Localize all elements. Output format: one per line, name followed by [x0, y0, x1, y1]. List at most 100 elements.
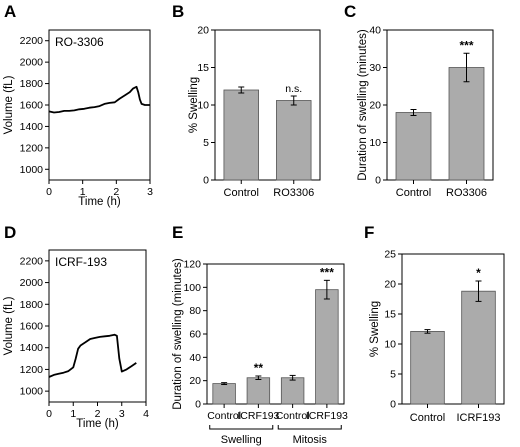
bar — [276, 100, 312, 181]
bar — [223, 89, 259, 181]
x-axis-label: Time (h) — [76, 418, 119, 430]
y-tick-label: 2200 — [20, 35, 44, 47]
y-tick-label: 1800 — [20, 299, 44, 311]
bar — [212, 383, 236, 405]
y-axis-label: % Swelling — [188, 77, 200, 133]
y-tick-label: 20 — [189, 375, 201, 387]
group-label: Swelling — [221, 434, 262, 446]
y-tick-label: 30 — [369, 62, 381, 74]
y-tick-label: 10 — [384, 339, 396, 351]
x-tick-label: 2 — [95, 408, 101, 420]
y-tick-label: 1200 — [20, 142, 44, 154]
y-tick-label: 40 — [369, 25, 381, 37]
bar — [280, 377, 305, 405]
category-label: Control — [207, 410, 241, 422]
x-axis-label: Time (h) — [78, 196, 121, 208]
x-tick-label: 3 — [119, 408, 125, 420]
y-tick-label: 20 — [369, 100, 381, 112]
y-tick-label: 10 — [197, 100, 209, 112]
bar — [461, 290, 496, 405]
category-label: Control — [396, 187, 431, 199]
panel-letter: A — [4, 2, 16, 21]
y-tick-label: 120 — [183, 259, 201, 271]
x-tick-label: 2 — [113, 186, 119, 198]
bar — [448, 67, 485, 181]
bar — [246, 377, 271, 405]
significance-label: ** — [254, 361, 264, 375]
y-tick-label: 5 — [203, 137, 209, 149]
y-tick-label: 5 — [390, 369, 396, 381]
y-tick-label: 2000 — [20, 57, 44, 69]
y-tick-label: 1400 — [20, 121, 44, 133]
x-tick-label: 0 — [46, 186, 52, 198]
y-tick-label: 20 — [197, 25, 209, 37]
y-tick-label: 2200 — [20, 255, 44, 267]
x-tick-label: 1 — [80, 186, 86, 198]
y-tick-label: 1200 — [20, 364, 44, 376]
plot-frame — [401, 253, 505, 405]
y-tick-label: 80 — [189, 305, 201, 317]
category-label: Control — [410, 412, 445, 424]
significance-label: *** — [459, 38, 473, 52]
y-tick-label: 2000 — [20, 277, 44, 289]
panel-a: A 1000 1200 1400 1600 1800 2000 2200 0 1 2 3 Time (h… — [3, 2, 153, 208]
panel-letter: F — [364, 223, 374, 242]
panel-letter: E — [172, 223, 183, 242]
group-bracket — [209, 425, 274, 430]
y-tick-label: 0 — [375, 175, 381, 187]
significance-label: n.s. — [285, 83, 302, 95]
y-tick-label: 20 — [384, 279, 396, 291]
panel-d: D 1000 1200 1400 1600 1800 2000 2200 0 1 2 3 4 Time (… — [3, 223, 149, 430]
category-label: Control — [276, 410, 310, 422]
y-tick-label: 1400 — [20, 342, 44, 354]
y-tick-label: 0 — [203, 175, 209, 187]
panel-letter: B — [172, 2, 184, 21]
y-axis-label: Duration of swelling (minutes) — [172, 258, 184, 410]
category-label: Control — [224, 187, 259, 199]
y-tick-label: 25 — [384, 249, 396, 261]
x-tick-label: 3 — [147, 186, 153, 198]
category-label: RO3306 — [446, 187, 487, 199]
category-label: RO3306 — [273, 187, 314, 199]
x-tick-label: 0 — [46, 408, 52, 420]
y-tick-label: 40 — [189, 352, 201, 364]
category-label: ICRF193 — [456, 412, 500, 424]
panel-f: F 0 5 10 15 20 25 % Swelling Control * ICRF193 — [364, 223, 505, 424]
plot-frame — [48, 249, 147, 403]
y-tick-label: 0 — [195, 399, 201, 411]
y-tick-label: 100 — [183, 282, 201, 294]
inset-label: ICRF-193 — [55, 255, 107, 269]
y-axis-label: Volume (fL) — [3, 296, 15, 355]
x-tick-label: 4 — [143, 408, 149, 420]
panel-letter: D — [4, 223, 16, 242]
y-tick-label: 1000 — [20, 386, 44, 398]
panel-b: B 0 5 10 15 20 % Swelling Control n.s. RO3306 — [172, 2, 321, 199]
y-axis-label: % Swelling — [369, 301, 381, 357]
group-bracket — [277, 425, 342, 430]
y-tick-label: 1600 — [20, 100, 44, 112]
series-line — [48, 85, 150, 114]
y-tick-label: 60 — [189, 329, 201, 341]
y-tick-label: 0 — [390, 399, 396, 411]
y-tick-label: 1600 — [20, 321, 44, 333]
category-label: ICRF193 — [306, 410, 348, 422]
y-axis-label: Volume (fL) — [3, 75, 15, 134]
y-tick-label: 1800 — [20, 78, 44, 90]
significance-label: * — [476, 266, 481, 280]
y-axis-label: Duration of swelling (minutes) — [357, 29, 369, 181]
category-label: ICRF193 — [237, 410, 279, 422]
panel-letter: C — [344, 2, 356, 21]
group-label: Mitosis — [293, 434, 328, 446]
y-tick-label: 15 — [197, 62, 209, 74]
bar — [395, 112, 432, 181]
y-tick-label: 1000 — [20, 164, 44, 176]
significance-label: *** — [320, 265, 334, 279]
y-tick-label: 15 — [384, 309, 396, 321]
inset-label: RO-3306 — [55, 35, 104, 49]
bar — [410, 330, 445, 405]
plot-frame — [48, 29, 151, 181]
bar — [315, 289, 339, 405]
